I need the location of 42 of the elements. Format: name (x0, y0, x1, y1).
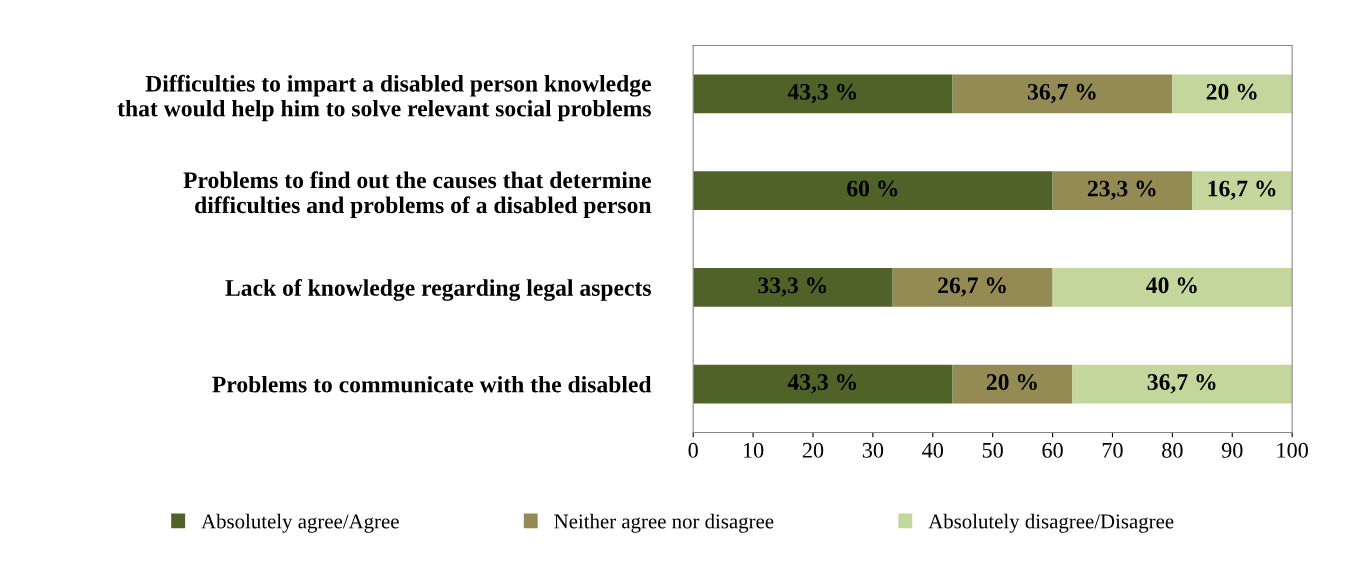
data-label: 43,3 % (787, 83, 857, 104)
legend-label: Absolutely agree/Agree (201, 513, 399, 533)
bar (693, 268, 893, 307)
bar (1052, 171, 1193, 210)
bar (1052, 268, 1293, 307)
data-label: 26,7 % (938, 277, 1006, 297)
bar (693, 74, 953, 114)
bar (952, 364, 1073, 404)
y-tick-label: Problems to communicate with the disabled (212, 375, 652, 393)
x-tick-label: 40 (922, 442, 944, 458)
data-label: 60 % (847, 180, 898, 197)
x-tick-label: 50 (982, 442, 1003, 458)
y-tick-label: Problems to find out the causes that determine difficulties and problems of a disabled person (183, 171, 652, 218)
data-label: 20 % (986, 374, 1037, 391)
x-tick-label: 60 (1042, 442, 1063, 458)
legend-label: Neither agree nor disagree (554, 513, 774, 533)
bar (1072, 364, 1293, 404)
data-label: 43,3 % (787, 374, 857, 394)
bar (693, 171, 1053, 210)
legend-label: Absolutely disagree/Disagree (928, 513, 1174, 533)
data-label: 36,7 % (1147, 374, 1216, 394)
x-tick-label: 0 (688, 442, 698, 458)
x-tick-label: 100 (1277, 442, 1308, 458)
x-tick-label: 90 (1221, 442, 1243, 458)
data-label: 33,3 % (758, 277, 827, 297)
data-label: 23,3 % (1087, 180, 1156, 200)
data-label: 36,7 % (1027, 83, 1096, 104)
bar (952, 74, 1173, 114)
x-tick-label: 10 (743, 442, 764, 458)
data-label: 20 % (1206, 83, 1257, 100)
bar (892, 268, 1053, 307)
bar (1172, 74, 1293, 114)
y-tick-label: Difficulties to impart a disabled person knowledge that would help him to solve relevant social problems (117, 74, 651, 122)
x-tick-label: 80 (1162, 442, 1183, 458)
data-label: 16,7 % (1208, 180, 1276, 200)
x-tick-label: 20 (802, 442, 824, 458)
bar (693, 364, 953, 404)
x-tick-label: 30 (862, 442, 884, 458)
data-label: 40 % (1146, 277, 1197, 294)
y-tick-label: Lack of knowledge regarding legal aspects (225, 279, 651, 301)
x-tick-label: 70 (1102, 442, 1123, 458)
bar (1192, 171, 1293, 210)
